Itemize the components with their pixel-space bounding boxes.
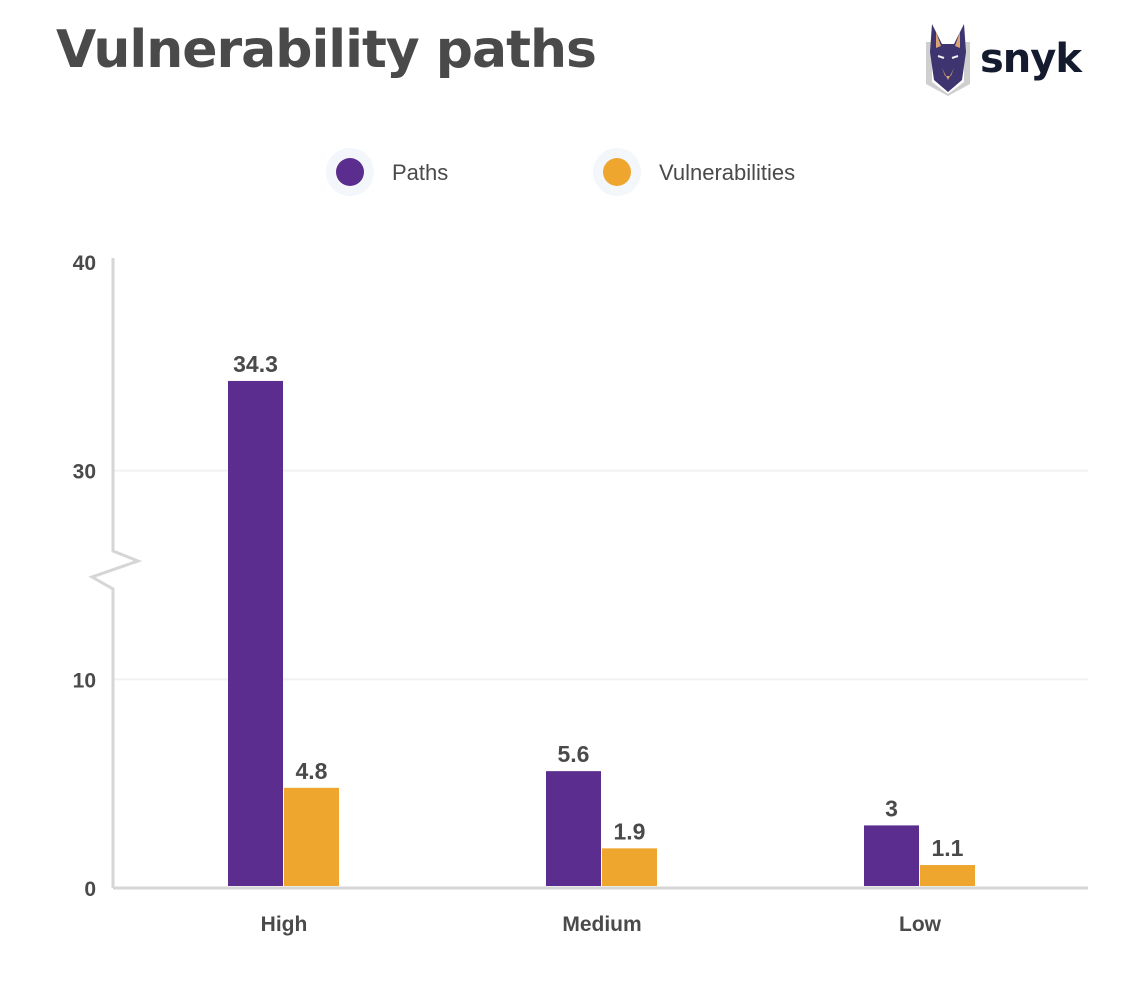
logo-text: snyk xyxy=(980,36,1082,82)
y-tick-label: 40 xyxy=(73,252,96,275)
data-label: 1.9 xyxy=(614,818,646,844)
x-tick-label: Low xyxy=(899,913,942,936)
data-label: 3 xyxy=(885,795,898,821)
bars xyxy=(228,380,975,886)
data-label: 5.6 xyxy=(558,741,590,767)
legend: Paths Vulnerabilities xyxy=(326,148,795,196)
bar-vulnerabilities-low xyxy=(920,865,975,886)
y-tick-label: 30 xyxy=(73,461,96,484)
bar-paths-low xyxy=(864,825,919,886)
data-label: 4.8 xyxy=(296,758,328,784)
labels: High 34.3 4.8 Medium 5.6 1.9 Low 3 1.1 xyxy=(233,351,964,936)
data-label: 34.3 xyxy=(233,351,278,377)
chart-title: Vulnerability paths xyxy=(56,20,597,80)
bar-vulnerabilities-medium xyxy=(602,848,657,886)
bar-vulnerabilities-high xyxy=(284,787,339,886)
bar-paths-medium xyxy=(546,771,601,886)
legend-marker-vulnerabilities xyxy=(603,158,631,186)
y-tick-label: 10 xyxy=(73,669,96,692)
snyk-dog-icon xyxy=(926,24,970,96)
axes: 0 10 30 40 xyxy=(73,252,1088,901)
x-tick-label: Medium xyxy=(562,913,641,936)
snyk-logo: snyk xyxy=(924,22,1082,96)
legend-marker-paths xyxy=(336,158,364,186)
y-tick-label: 0 xyxy=(84,878,96,901)
data-label: 1.1 xyxy=(932,835,964,861)
bar-paths-high xyxy=(228,380,283,886)
x-tick-label: High xyxy=(261,913,308,936)
legend-label-paths: Paths xyxy=(392,160,448,185)
y-axis xyxy=(88,258,143,888)
legend-label-vulnerabilities: Vulnerabilities xyxy=(659,160,795,185)
